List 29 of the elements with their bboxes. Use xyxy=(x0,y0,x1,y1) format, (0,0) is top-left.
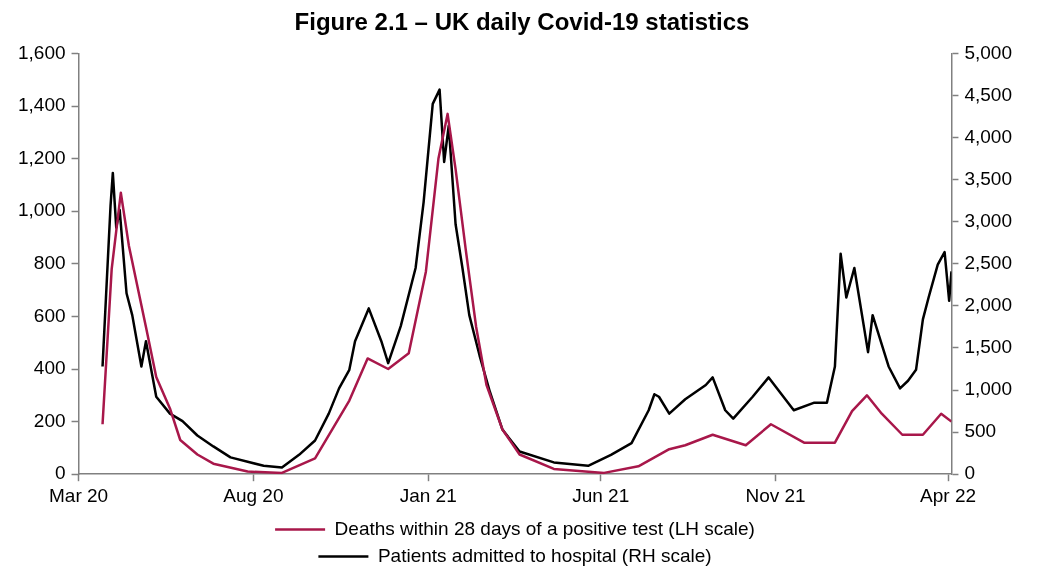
y2-tick-label: 500 xyxy=(964,420,997,442)
y2-tick-label: 4,500 xyxy=(964,83,1012,105)
y2-tick-label: 4,000 xyxy=(964,125,1012,147)
x-tick-label: Jan 21 xyxy=(399,484,457,506)
chart-title: Figure 2.1 – UK daily Covid-19 statistics xyxy=(293,8,751,36)
y-tick-label: 1,400 xyxy=(18,94,66,116)
y2-tick-label: 1,500 xyxy=(964,336,1012,358)
x-tick-label: Apr 22 xyxy=(920,484,977,506)
x-tick-label: Aug 20 xyxy=(223,484,284,506)
y2-tick-label: 1,000 xyxy=(964,378,1012,400)
x-tick-label: Mar 20 xyxy=(48,484,109,506)
y-tick-label: 800 xyxy=(33,252,66,274)
legend-label: Deaths within 28 days of a positive test (LH scale) xyxy=(334,517,755,539)
y2-tick-label: 0 xyxy=(964,462,976,484)
y-tick-label: 1,200 xyxy=(18,146,66,168)
y-tick-label: 1,600 xyxy=(18,41,66,63)
x-tick-label: Jun 21 xyxy=(572,484,630,506)
x-tick-label: Nov 21 xyxy=(745,484,806,506)
y2-tick-label: 2,000 xyxy=(964,294,1012,316)
y-tick-label: 600 xyxy=(33,304,66,326)
y-tick-label: 400 xyxy=(33,357,66,379)
y-tick-label: 200 xyxy=(33,409,66,431)
y2-tick-label: 5,000 xyxy=(964,41,1012,63)
y2-tick-label: 3,500 xyxy=(964,167,1012,189)
y-tick-label: 1,000 xyxy=(18,199,66,221)
y2-tick-label: 2,500 xyxy=(964,252,1012,274)
y-tick-label: 0 xyxy=(54,462,66,484)
legend-label: Patients admitted to hospital (RH scale) xyxy=(377,544,712,566)
y2-tick-label: 3,000 xyxy=(964,209,1012,231)
